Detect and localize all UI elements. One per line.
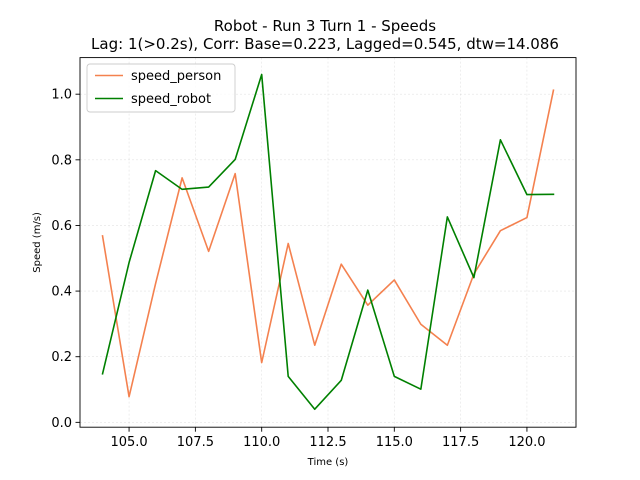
x-tick-label: 112.5 [309, 435, 346, 450]
x-tick-label: 105.0 [110, 435, 147, 450]
plot-series [101, 73, 555, 411]
y-tick-label: 0.4 [51, 285, 72, 300]
legend-label-speed-person: speed_person [131, 69, 221, 84]
chart-title: Robot - Run 3 Turn 1 - Speeds [214, 17, 436, 35]
y-axis-ticks: 0.0 0.2 0.4 0.6 0.8 1.0 [51, 88, 80, 431]
chart-subtitle: Lag: 1(>0.2s), Corr: Base=0.223, Lagged=… [91, 35, 559, 53]
grid-lines [80, 57, 576, 428]
x-tick-label: 117.5 [442, 435, 479, 450]
x-tick-label: 110.0 [243, 435, 280, 450]
series-line-speed-robot [101, 73, 555, 411]
x-tick-label: 115.0 [376, 435, 413, 450]
legend-box [86, 63, 236, 113]
x-axis-ticks: 105.0 107.5 110.0 112.5 115.0 117.5 120.0 [110, 427, 546, 450]
x-tick-label: 120.0 [508, 435, 545, 450]
y-axis-label: Speed (m/s) [32, 212, 43, 273]
y-tick-label: 0.2 [51, 350, 72, 365]
legend: speed_person speed_robot [86, 63, 236, 113]
x-tick-label: 107.5 [177, 435, 214, 450]
y-tick-label: 0.8 [51, 153, 72, 168]
y-tick-label: 0.6 [51, 219, 72, 234]
y-tick-label: 0.0 [51, 416, 72, 431]
legend-label-speed-robot: speed_robot [131, 92, 211, 107]
series-line-speed-person [101, 89, 555, 398]
x-axis-label: Time (s) [307, 457, 349, 468]
y-tick-label: 1.0 [51, 88, 72, 103]
